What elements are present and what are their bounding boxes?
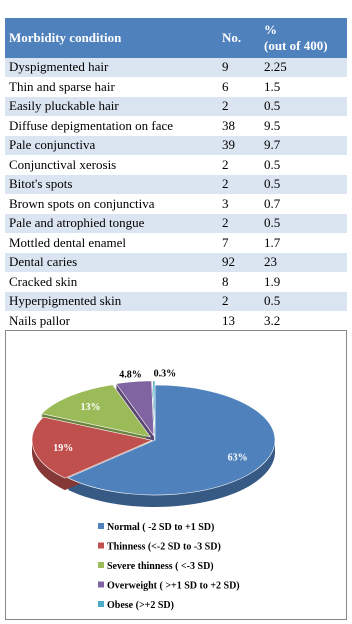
table-cell: 9: [218, 58, 260, 78]
slice: [31, 416, 154, 479]
value-label: 0.3%: [154, 369, 177, 380]
table-cell: 2: [218, 213, 260, 234]
table-row: Thin and sparse hair 6 1.5: [5, 77, 347, 97]
legend-label: Overweight ( >+1 SD to +2 SD): [107, 581, 240, 592]
morbidity-table: Morbidity condition No. % (out of 400) Dy…: [5, 18, 347, 331]
table-cell: Dyspigmented hair: [5, 58, 218, 78]
header-cell: % (out of 400): [260, 18, 347, 58]
legend-swatch: [98, 601, 104, 607]
table-row: Bitot's spots 2 0.5: [5, 174, 347, 195]
table-cell: 2: [218, 96, 260, 117]
table-row: Nails pallor 13 3.2: [5, 311, 347, 331]
table-row: Conjunctival xerosis 2 0.5: [5, 155, 347, 175]
value-label: 4.8%: [119, 370, 142, 381]
slice: [152, 380, 156, 436]
table-row: Diffuse depigmentation on face 38 9.5: [5, 116, 347, 136]
table-cell: 38: [218, 116, 260, 136]
table-row: Dental caries 92 23: [5, 252, 347, 273]
table-cell: 39: [218, 135, 260, 156]
table-cell: 92: [218, 252, 260, 273]
table-cell: 7: [218, 233, 260, 253]
value-label: 63%: [228, 452, 248, 463]
table-cell: 1.7: [260, 233, 347, 253]
table-cell: Hyperpigmented skin: [5, 291, 218, 312]
table-cell: 2: [218, 155, 260, 175]
legend-label: Obese (>+2 SD): [107, 600, 174, 611]
table-cell: 3: [218, 194, 260, 214]
table-cell: 1.9: [260, 272, 347, 292]
value-label: 19%: [53, 443, 73, 454]
legend-swatch: [98, 581, 104, 588]
table-row: Cracked skin 8 1.9: [5, 272, 347, 292]
table-cell: Diffuse depigmentation on face: [5, 116, 218, 136]
table-cell: 9.7: [260, 135, 347, 156]
table-cell: Easily pluckable hair: [5, 96, 218, 117]
legend-swatch: [98, 542, 104, 549]
table-cell: 0.5: [260, 96, 347, 117]
table-cell: 0.5: [260, 174, 347, 195]
slice: [67, 384, 276, 496]
table-row: Easily pluckable hair 2 0.5: [5, 96, 347, 117]
table-cell: Conjunctival xerosis: [5, 155, 218, 175]
legend-label: Thinness (<-2 SD to -3 SD): [107, 542, 221, 553]
table-cell: Brown spots on conjunctiva: [5, 194, 218, 214]
table-row: Brown spots on conjunctiva 3 0.7: [5, 194, 347, 214]
table-cell: 0.5: [260, 291, 347, 312]
table-cell: 9.5: [260, 116, 347, 136]
header-line: (out of 400): [264, 38, 328, 53]
legend-label: Severe thinness ( <-3 SD): [107, 561, 214, 572]
chart-frame: [5, 330, 347, 620]
header-line: %: [264, 22, 277, 37]
table-cell: 23: [260, 252, 347, 273]
value-label: 13%: [80, 402, 100, 413]
table-cell: 0.7: [260, 194, 347, 214]
legend-swatch: [98, 523, 104, 529]
table-cell: 2: [218, 291, 260, 312]
table-cell: 0.5: [260, 213, 347, 234]
slice: [40, 384, 152, 438]
table-cell: Cracked skin: [5, 272, 218, 292]
table-row: Hyperpigmented skin 2 0.5: [5, 291, 347, 312]
table-cell: 0.5: [260, 155, 347, 175]
header-cell: No.: [218, 18, 260, 58]
table-row: Pale and atrophied tongue 2 0.5: [5, 213, 347, 234]
table-cell: Dental caries: [5, 252, 218, 273]
table-cell: 6: [218, 77, 260, 97]
table-cell: Pale conjunctiva: [5, 135, 218, 156]
legend-swatch: [98, 562, 104, 568]
table-cell: 3.2: [260, 311, 347, 331]
slice: [115, 380, 155, 437]
header-cell: Morbidity condition: [5, 18, 218, 58]
table-row: Pale conjunctiva 39 9.7: [5, 135, 347, 156]
table-cell: Bitot's spots: [5, 174, 218, 195]
table-cell: Thin and sparse hair: [5, 77, 218, 97]
table-cell: 2.25: [260, 58, 347, 78]
table-row: Mottled dental enamel 7 1.7: [5, 233, 347, 253]
table-cell: 2: [218, 174, 260, 195]
table-row: Dyspigmented hair 9 2.25: [5, 58, 347, 78]
table-cell: 8: [218, 272, 260, 292]
table-cell: 1.5: [260, 77, 347, 97]
table-cell: Mottled dental enamel: [5, 233, 218, 253]
legend-label: Normal ( -2 SD to +1 SD): [107, 522, 214, 533]
header-row: Morbidity condition No. % (out of 400): [5, 18, 347, 58]
table-cell: Pale and atrophied tongue: [5, 213, 218, 234]
